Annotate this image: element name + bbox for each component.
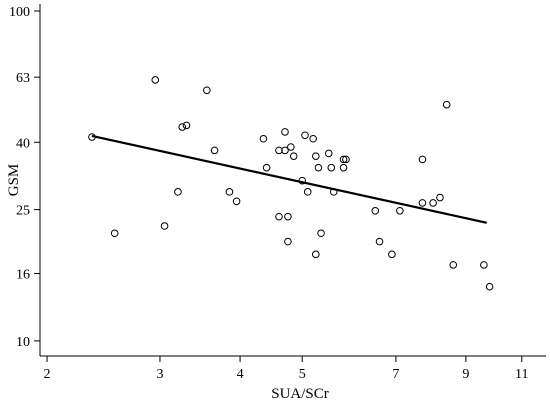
data-point (342, 155, 350, 164)
data-point (281, 146, 289, 155)
data-point (281, 128, 289, 136)
y-tick-label: 25 (16, 204, 30, 219)
data-point (160, 222, 169, 230)
data-point (339, 163, 348, 172)
data-point (275, 212, 283, 221)
data-point (317, 229, 325, 238)
data-point (232, 197, 241, 206)
data-point (311, 152, 320, 160)
data-point (151, 76, 160, 84)
data-point (178, 123, 187, 131)
data-point (396, 206, 404, 215)
data-point (371, 206, 380, 215)
x-axis-title: SUA/SCr (271, 386, 329, 402)
data-point (436, 193, 444, 202)
data-point (174, 188, 182, 196)
y-axis-title: GSM (6, 164, 22, 197)
data-points (88, 76, 494, 291)
data-point (284, 212, 292, 221)
data-point (418, 155, 427, 164)
data-point (284, 237, 292, 246)
x-tick-label: 5 (299, 367, 306, 382)
data-point (314, 163, 323, 172)
y-tick-label: 10 (16, 335, 30, 350)
x-tick-label: 4 (237, 367, 244, 382)
x-tick-label: 3 (156, 367, 163, 382)
data-point (301, 131, 309, 140)
x-tick-label: 11 (515, 367, 528, 382)
x-tick-label: 2 (44, 367, 51, 382)
data-point (259, 134, 268, 143)
data-point (375, 237, 384, 246)
data-point (311, 250, 320, 259)
data-point (275, 146, 283, 155)
data-point (182, 121, 191, 130)
data-point (485, 282, 494, 291)
data-point (110, 229, 119, 238)
x-axis: 2 3 4 5 7 9 11 (44, 356, 529, 382)
data-point (210, 146, 219, 155)
x-tick-label: 9 (462, 367, 469, 382)
data-point (442, 100, 451, 109)
data-point (287, 143, 295, 151)
data-point (339, 155, 348, 164)
data-point (418, 199, 427, 207)
data-point (309, 134, 317, 143)
trend-line (91, 134, 487, 224)
data-point (449, 261, 458, 269)
trend-line-group (91, 134, 487, 224)
y-axis: 10 16 25 40 63 100 (9, 5, 40, 350)
data-point (327, 163, 336, 172)
data-point (388, 250, 396, 259)
data-point (429, 199, 437, 207)
data-point (480, 261, 488, 269)
data-point (303, 188, 312, 196)
data-point (203, 86, 211, 95)
x-tick-label: 7 (392, 367, 399, 382)
data-point (225, 188, 234, 196)
plot-frame (39, 4, 546, 357)
y-tick-label: 40 (16, 136, 30, 151)
data-point (262, 163, 271, 172)
data-point (324, 149, 333, 158)
data-point (289, 152, 298, 160)
y-tick-label: 100 (9, 5, 30, 20)
y-tick-label: 16 (16, 268, 30, 283)
y-tick-label: 63 (16, 71, 30, 86)
